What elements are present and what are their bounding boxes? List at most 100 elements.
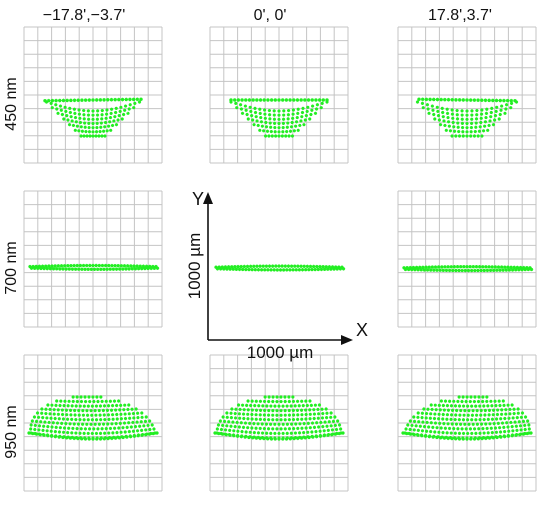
spot-point [78, 120, 83, 125]
spot-point [516, 407, 520, 411]
spot-point [231, 420, 235, 424]
spot-point [296, 426, 300, 431]
spot-point [275, 409, 279, 413]
spot-point [450, 436, 454, 441]
spot-point [95, 125, 99, 130]
spot-point [432, 268, 436, 272]
row-label-950nm: 950 nm [3, 405, 20, 458]
spot-point [455, 108, 459, 113]
spot-point [526, 419, 530, 423]
spot-point [509, 98, 514, 103]
spot-point [475, 422, 479, 426]
spot-point [96, 427, 100, 431]
spot-point [48, 412, 52, 416]
spot-point [100, 117, 104, 121]
spot-point [431, 435, 435, 439]
spot-point [79, 399, 84, 404]
spot-point [243, 435, 247, 439]
spot-point [50, 106, 54, 110]
spot-point [117, 399, 121, 403]
spot-point [125, 435, 129, 439]
spot-point [268, 117, 272, 121]
spot-point [93, 409, 97, 413]
spot-point [337, 431, 341, 436]
spot-point [232, 98, 237, 102]
spot-point [267, 418, 271, 422]
spot-point [37, 428, 41, 432]
spot-point [502, 403, 506, 407]
spot-point [500, 408, 504, 412]
spot-point [513, 98, 517, 103]
spot-point [94, 418, 99, 422]
scale-bar-x-axis-label: X [356, 320, 368, 340]
spot-point [478, 431, 482, 435]
spot-point [428, 97, 432, 102]
spot-point [296, 417, 300, 422]
spot-point [240, 430, 244, 434]
spot-point [239, 264, 243, 269]
spot-point [424, 265, 428, 269]
spot-point [248, 264, 253, 269]
spot-point [509, 106, 513, 110]
spot-point [297, 268, 302, 272]
spot-point [127, 403, 131, 407]
spot-point [484, 436, 488, 441]
spot-point [258, 264, 262, 268]
spot-point [57, 98, 62, 103]
spot-point [465, 126, 469, 130]
spot-point [72, 107, 76, 111]
spot-point [242, 408, 246, 412]
spot-point [282, 109, 286, 113]
spot-point [330, 428, 335, 432]
spot-point [53, 264, 57, 268]
spot-point [273, 125, 277, 130]
spot-point [298, 123, 302, 128]
spot-point [261, 404, 265, 408]
spot-point [72, 422, 76, 426]
spot-point [98, 98, 103, 102]
spot-point [109, 111, 113, 116]
spot-point [450, 422, 454, 426]
spot-point [254, 408, 259, 412]
spot-point [73, 408, 77, 413]
spot-point [510, 425, 514, 429]
spot-point [300, 268, 305, 272]
spot-point [441, 412, 445, 417]
spot-point [130, 267, 134, 271]
spot-point [235, 106, 239, 110]
spot-point [462, 413, 466, 417]
spot-point [236, 264, 240, 269]
spot-point [420, 101, 425, 106]
spot-point [272, 117, 277, 121]
spot-point [303, 436, 308, 440]
spot-point [91, 126, 95, 130]
spot-point [37, 424, 42, 428]
spot-point [127, 421, 131, 425]
spot-point [302, 123, 306, 127]
spot-point [222, 419, 227, 423]
spot-point [427, 425, 431, 429]
spot-point [87, 130, 92, 134]
spot-point [407, 431, 411, 436]
spot-point [246, 426, 250, 430]
spot-point [62, 264, 67, 268]
spot-point [288, 437, 292, 441]
spot-point [39, 420, 43, 424]
spot-point [111, 267, 116, 271]
spot-point [435, 268, 439, 272]
spot-point [305, 403, 309, 408]
spot-point [454, 437, 458, 441]
spot-point [49, 416, 53, 420]
spot-point [455, 265, 460, 269]
spot-point [53, 416, 57, 421]
spot-point [146, 266, 150, 271]
spot-point [71, 123, 76, 128]
spot-point [235, 420, 239, 425]
spot-point [271, 399, 275, 404]
spot-point [456, 121, 460, 125]
spot-point [94, 413, 98, 417]
spot-point [502, 425, 506, 429]
spot-point [498, 426, 502, 430]
spot-point [408, 419, 412, 423]
spot-point [523, 423, 527, 428]
